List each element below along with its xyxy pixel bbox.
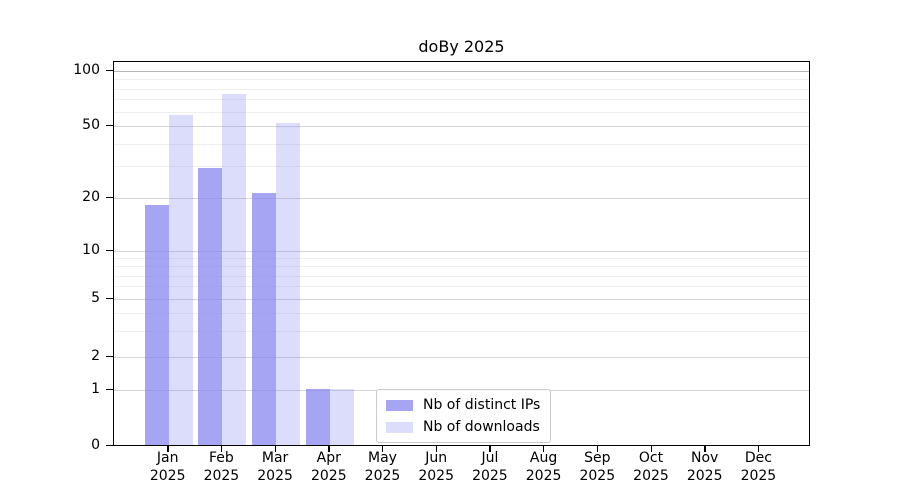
x-tick-mark — [650, 446, 652, 452]
x-tick-mark — [274, 446, 276, 452]
legend-item-downloads: Nb of downloads — [386, 418, 540, 436]
y-tick-mark — [106, 444, 113, 446]
bar-downloads-mar — [276, 123, 301, 445]
x-tick-mark — [167, 446, 169, 452]
gridline-minor — [114, 143, 809, 145]
y-tick-label: 5 — [91, 290, 100, 306]
x-tick-month: Jul — [481, 450, 499, 466]
x-tick-year: 2025 — [364, 467, 401, 484]
x-tick-year: 2025 — [149, 467, 186, 484]
x-tick-mark — [328, 446, 330, 452]
legend-label-downloads: Nb of downloads — [423, 419, 540, 435]
bar-distinct-ips-mar — [252, 193, 277, 445]
x-tick-month: Sep — [584, 450, 611, 466]
x-tick-mark — [543, 446, 545, 452]
x-tick-label-nov: Nov 2025 — [673, 450, 737, 485]
bar-downloads-feb — [222, 93, 247, 445]
x-tick-mark — [435, 446, 438, 452]
x-tick-year: 2025 — [203, 467, 240, 484]
y-tick-mark — [106, 297, 113, 299]
bar-distinct-ips-jan — [144, 205, 169, 445]
x-tick-label-dec: Dec 2025 — [726, 450, 790, 485]
x-tick-year: 2025 — [740, 467, 777, 484]
x-tick-label-jan: Jan 2025 — [136, 450, 200, 485]
y-tick-mark — [106, 355, 113, 357]
x-tick-label-jun: Jun 2025 — [404, 450, 468, 485]
x-tick-month: Jan — [156, 450, 179, 466]
legend-swatch-downloads — [386, 421, 413, 433]
x-tick-year: 2025 — [686, 467, 723, 484]
x-tick-mark — [382, 446, 384, 452]
x-tick-year: 2025 — [633, 467, 669, 484]
x-tick-month: Aug — [529, 450, 558, 466]
x-tick-month: Apr — [316, 450, 341, 466]
y-tick-label: 100 — [73, 62, 100, 78]
x-tick-label-oct: Oct 2025 — [619, 450, 683, 485]
x-tick-year: 2025 — [579, 467, 616, 484]
x-tick-year: 2025 — [257, 467, 293, 484]
bar-distinct-ips-feb — [198, 167, 223, 445]
x-tick-month: Oct — [638, 450, 664, 466]
legend-label-distinct-ips: Nb of distinct IPs — [423, 397, 541, 413]
x-tick-month: May — [368, 450, 397, 466]
x-tick-mark — [220, 446, 223, 452]
y-tick-mark — [106, 69, 113, 71]
y-tick-label: 10 — [82, 242, 100, 258]
x-tick-month: Feb — [208, 450, 234, 466]
x-tick-year: 2025 — [472, 467, 508, 484]
gridline-minor — [114, 88, 809, 90]
bar-downloads-apr — [329, 389, 354, 445]
y-tick-label: 20 — [82, 189, 100, 205]
legend-swatch-distinct-ips — [386, 399, 413, 411]
x-tick-label-sep: Sep 2025 — [565, 450, 629, 485]
x-tick-month: Mar — [261, 450, 289, 466]
y-tick-mark — [106, 196, 113, 198]
x-tick-mark — [489, 446, 491, 452]
y-tick-label: 0 — [91, 437, 100, 453]
gridline-minor — [114, 111, 809, 113]
gridline-minor — [114, 79, 809, 81]
x-tick-mark — [596, 446, 599, 452]
x-tick-year: 2025 — [418, 467, 454, 484]
gridline-major — [114, 71, 809, 72]
gridline-major — [114, 126, 809, 127]
legend: Nb of distinct IPs Nb of downloads — [376, 389, 552, 443]
x-tick-label-mar: Mar 2025 — [243, 450, 307, 485]
x-tick-mark — [757, 446, 760, 452]
y-tick-mark — [106, 124, 113, 126]
x-tick-month: Jun — [425, 450, 448, 466]
x-tick-month: Dec — [744, 450, 772, 466]
y-tick-mark — [106, 388, 113, 390]
x-tick-mark — [704, 446, 706, 452]
x-tick-year: 2025 — [310, 467, 347, 484]
y-tick-label: 1 — [91, 381, 100, 397]
x-tick-year: 2025 — [525, 467, 562, 484]
x-tick-label-aug: Aug 2025 — [512, 450, 576, 485]
chart-title: doBy 2025 — [418, 37, 505, 56]
x-tick-label-apr: Apr 2025 — [297, 450, 361, 485]
x-tick-label-jul: Jul 2025 — [458, 450, 522, 485]
y-tick-mark — [106, 249, 113, 251]
legend-item-distinct-ips: Nb of distinct IPs — [386, 396, 540, 414]
bar-downloads-jan — [168, 114, 193, 445]
y-tick-label: 2 — [91, 348, 100, 364]
bar-distinct-ips-apr — [305, 389, 330, 445]
x-tick-label-feb: Feb 2025 — [189, 450, 253, 485]
x-tick-label-may: May 2025 — [351, 450, 415, 485]
y-tick-label: 50 — [82, 117, 100, 133]
x-tick-month: Nov — [691, 450, 719, 466]
gridline-minor — [114, 99, 809, 101]
